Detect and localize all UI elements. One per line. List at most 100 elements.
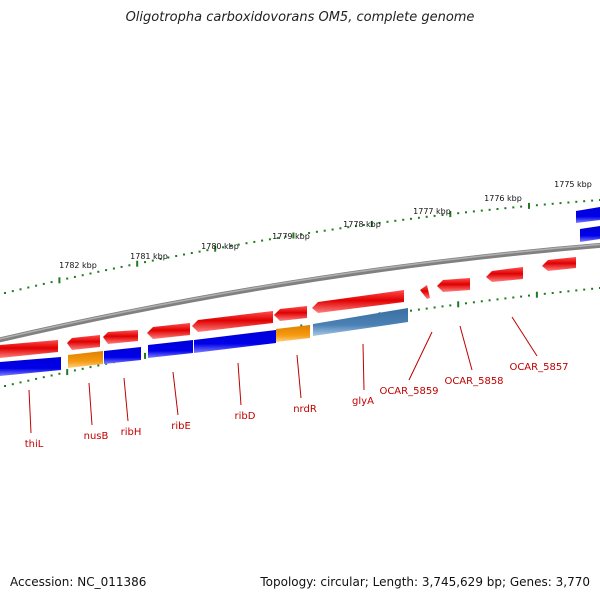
outer-ring-minor-tick	[417, 216, 420, 219]
gene-arrow-thil[interactable]	[0, 340, 58, 358]
outer-ring-minor-tick	[308, 232, 311, 234]
outer-ring-minor-tick	[261, 239, 264, 242]
outer-ring-minor-tick	[551, 202, 554, 205]
outer-ring-minor-tick	[441, 214, 444, 216]
outer-ring-minor-tick	[120, 265, 123, 268]
accession-text: Accession: NC_011386	[10, 575, 147, 589]
gene-block-nrdr[interactable]	[276, 325, 310, 342]
inner-ring-minor-tick	[58, 372, 61, 375]
gene-block-ribh[interactable]	[104, 347, 141, 364]
outer-tick-ring	[4, 199, 600, 294]
genome-backbone	[0, 242, 600, 343]
outer-ring-minor-tick	[465, 211, 467, 214]
gene-block-ribd[interactable]	[194, 330, 276, 353]
outer-ring-minor-tick	[504, 207, 507, 210]
outer-ring-minor-tick	[433, 214, 436, 217]
gene-label-thil[interactable]: thiL	[25, 439, 44, 450]
outer-ring-minor-tick	[496, 208, 499, 210]
gene-block-thil[interactable]	[0, 357, 61, 376]
inner-ring-minor-tick	[433, 306, 436, 309]
inner-ring-minor-tick	[583, 288, 586, 291]
gene-arrow-glya[interactable]	[312, 290, 404, 313]
inner-ring-minor-tick	[50, 374, 53, 377]
gene-label-ribd[interactable]: ribD	[235, 411, 256, 422]
gene-block-nusb[interactable]	[68, 351, 103, 368]
outer-ring-minor-tick	[198, 250, 201, 253]
inner-ring-minor-tick	[591, 287, 594, 290]
inner-ring-minor-tick	[35, 377, 38, 380]
gene-arrow-ribh[interactable]	[103, 330, 138, 344]
outer-ring-minor-tick	[543, 203, 546, 206]
gene-arrow-ocar5859[interactable]	[420, 285, 430, 299]
outer-ring-minor-tick	[89, 272, 92, 275]
inner-ring-minor-tick	[73, 369, 76, 372]
outer-ring-minor-tick	[112, 267, 115, 270]
gene-arrow-ribd[interactable]	[192, 311, 273, 332]
outer-ring-minor-tick	[245, 242, 248, 245]
outer-ring-major-tick	[370, 220, 373, 227]
gene-block-ribe[interactable]	[148, 340, 193, 358]
gene-arrow-nusb[interactable]	[67, 335, 100, 350]
gene-arrow-nrdr[interactable]	[274, 306, 307, 321]
inner-ring-minor-tick	[496, 298, 499, 301]
inner-ring-minor-tick	[97, 364, 100, 367]
gene-block-right-blue-1[interactable]	[576, 207, 600, 223]
inner-ring-minor-tick	[105, 362, 108, 365]
outer-ring-minor-tick	[27, 286, 30, 289]
reverse-strand	[0, 207, 600, 376]
inner-ring-minor-tick	[449, 304, 452, 307]
outer-ring-minor-tick	[362, 224, 365, 226]
gene-label-nrdr[interactable]: nrdR	[293, 404, 317, 415]
inner-ring-major-tick	[144, 352, 146, 359]
outer-ring-minor-tick	[144, 261, 146, 264]
outer-ring-minor-tick	[81, 274, 84, 277]
gene-arrow-ocar5858[interactable]	[437, 278, 470, 292]
gene-arrow-ocar5857[interactable]	[486, 267, 523, 282]
outer-ring-minor-tick	[19, 288, 22, 291]
inner-ring-minor-tick	[19, 381, 22, 384]
forward-strand	[0, 257, 576, 358]
outer-ring-minor-tick	[253, 240, 256, 243]
gene-label-ribe[interactable]: ribE	[171, 421, 191, 432]
gene-label-nusb[interactable]: nusB	[84, 431, 109, 442]
topology-text: Topology: circular; Length: 3,745,629 bp…	[260, 575, 590, 589]
inner-ring-minor-tick	[520, 295, 523, 298]
outer-ring-minor-tick	[410, 217, 412, 220]
inner-ring-minor-tick	[512, 296, 515, 299]
outer-ring-minor-tick	[237, 243, 240, 246]
outer-ring-major-tick	[449, 211, 452, 218]
outer-ring-minor-tick	[386, 220, 389, 223]
gene-arrow-right-red[interactable]	[542, 257, 576, 271]
gene-block-glya[interactable]	[313, 308, 408, 336]
outer-ring-minor-tick	[425, 215, 428, 218]
outer-ring-minor-tick	[4, 292, 6, 294]
gene-label-ocar5858[interactable]: OCAR_5858	[444, 376, 503, 387]
gene-label-ocar5857[interactable]: OCAR_5857	[509, 362, 568, 373]
gene-label-ocar5859[interactable]: OCAR_5859	[379, 386, 438, 397]
gene-arrow-ribe[interactable]	[147, 323, 190, 339]
outer-ring-minor-tick	[480, 209, 483, 212]
outer-ring-minor-tick	[128, 264, 131, 267]
outer-ring-minor-tick	[35, 284, 38, 287]
outer-ring-minor-tick	[575, 200, 578, 203]
inner-ring-minor-tick	[480, 300, 483, 303]
gene-block-right-blue-2[interactable]	[580, 226, 600, 242]
inner-ring-minor-tick	[543, 292, 546, 295]
outer-ring-minor-tick	[591, 199, 594, 202]
outer-ring-minor-tick	[535, 204, 538, 207]
outer-ring-minor-tick	[11, 290, 14, 293]
gene-label-ribh[interactable]: ribH	[121, 427, 142, 438]
inner-ring-minor-tick	[417, 308, 420, 311]
outer-ring-minor-tick	[339, 227, 342, 230]
inner-ring-major-tick	[457, 301, 460, 308]
outer-ring-minor-tick	[323, 229, 326, 232]
outer-ring-major-tick	[136, 260, 139, 267]
outer-ring-minor-tick	[73, 275, 76, 278]
outer-ring-minor-tick	[50, 281, 53, 284]
gene-label-glya[interactable]: glyA	[352, 396, 374, 407]
tick-label: 1777 kbp	[413, 207, 451, 216]
outer-ring-minor-tick	[300, 233, 303, 236]
inner-ring-minor-tick	[27, 379, 30, 382]
inner-ring-minor-tick	[559, 291, 562, 294]
